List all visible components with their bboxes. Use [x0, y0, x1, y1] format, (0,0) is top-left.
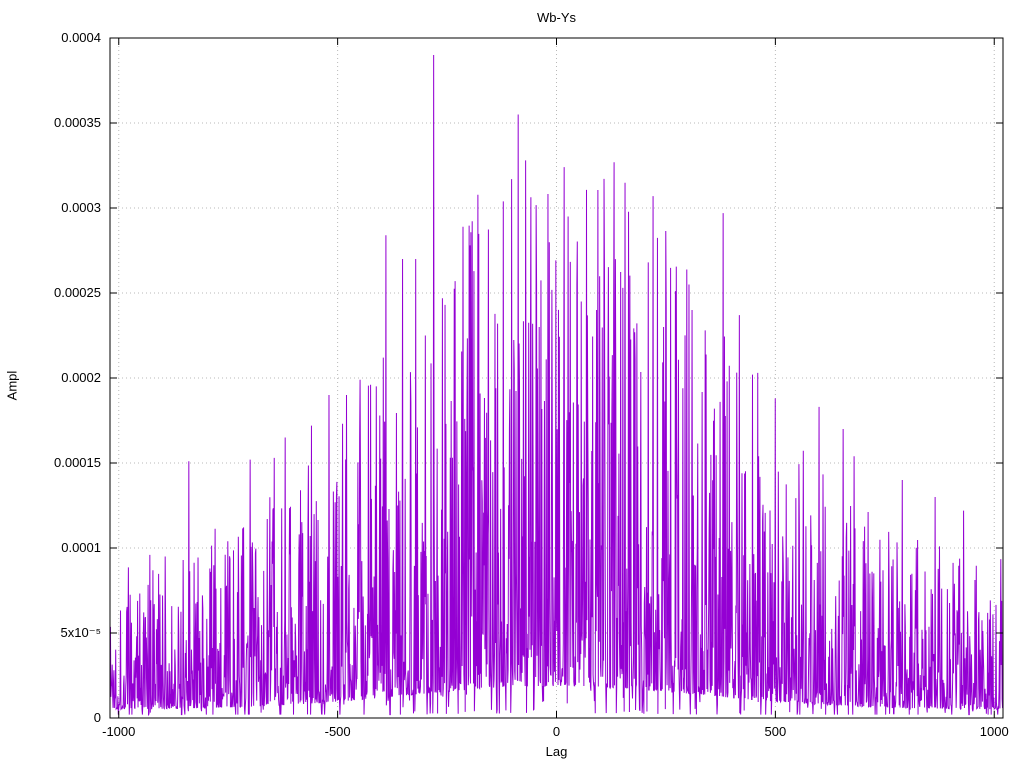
y-tick-label: 0.00025 — [54, 285, 101, 300]
y-axis-label: Ampl — [4, 370, 20, 401]
x-axis-label: Lag — [545, 744, 568, 759]
x-tick-label: 1000 — [980, 724, 1009, 739]
y-tick-label: 0.00035 — [54, 115, 101, 130]
y-tick-label: 0.0001 — [61, 540, 101, 555]
series-line — [109, 54, 1004, 717]
chart-title: Wb-Ys — [537, 10, 576, 25]
y-tick-label: 5x10⁻⁵ — [61, 625, 101, 640]
y-tick-labels: 0 5x10⁻⁵ 0.0001 0.00015 0.0002 0.00025 0.0003 0… — [54, 30, 101, 725]
y-tick-label: 0.0003 — [61, 200, 101, 215]
tick-marks — [110, 37, 1003, 719]
x-tick-label: 0 — [553, 724, 560, 739]
y-tick-label: 0.0004 — [61, 30, 101, 45]
x-tick-labels: -1000 -500 0 500 1000 — [102, 724, 1009, 739]
y-tick-label: 0 — [94, 710, 101, 725]
x-tick-label: -500 — [325, 724, 351, 739]
x-tick-label: 500 — [765, 724, 787, 739]
y-tick-label: 0.0002 — [61, 370, 101, 385]
y-tick-label: 0.00015 — [54, 455, 101, 470]
x-tick-label: -1000 — [102, 724, 135, 739]
